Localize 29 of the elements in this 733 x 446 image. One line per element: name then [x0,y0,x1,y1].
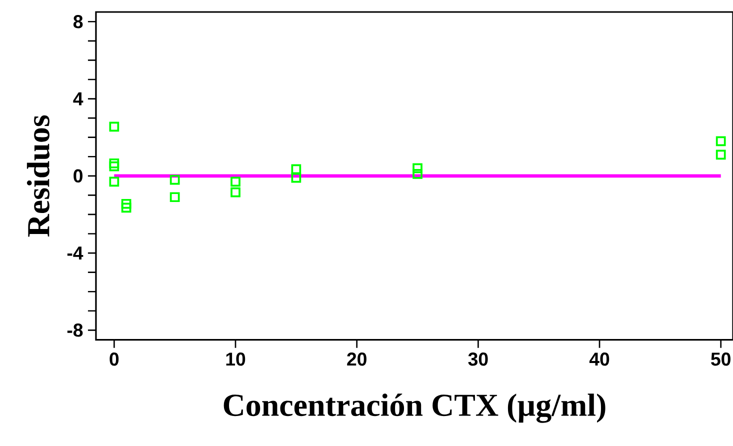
point [291,164,302,174]
point [716,136,726,146]
x-tick-label: 20 [347,352,366,366]
x-tick-label: 40 [589,352,610,366]
point [170,192,180,202]
y-axis-title: Residuos [26,115,50,236]
y-tick-label: -8 [67,323,83,337]
x-tick-label: 0 [110,352,119,366]
x-tick-label: 10 [226,352,246,366]
point [121,198,132,209]
x-axis-title: Concentración CTX (µg/ml) [224,393,606,423]
point [412,163,422,173]
point [412,168,422,179]
point [121,202,132,212]
y-tick-label: -4 [67,246,84,260]
point [230,187,240,198]
y-tick-label: 0 [74,169,82,182]
point [230,176,240,186]
point [170,174,180,184]
point [109,176,120,186]
x-tick-label: 50 [711,352,730,366]
point [716,150,726,160]
point [109,161,120,171]
point [291,172,302,183]
point [109,122,120,132]
y-tick-label: 4 [73,92,84,105]
x-tick-label: 30 [468,352,488,366]
point [109,158,120,168]
y-tick-label: 8 [73,14,83,28]
